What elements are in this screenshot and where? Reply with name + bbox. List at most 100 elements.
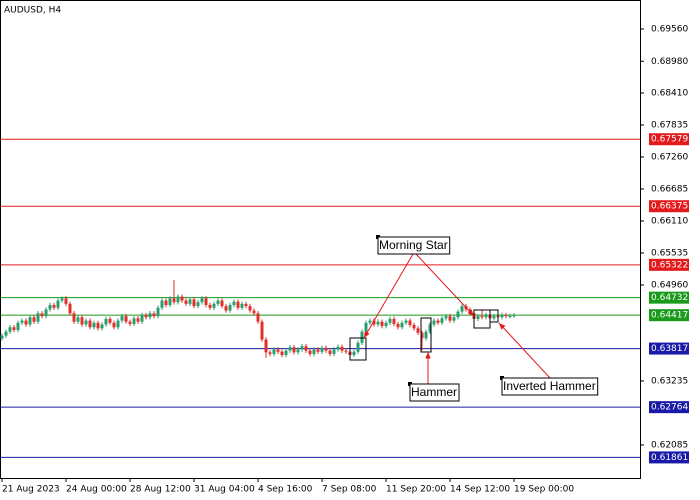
candle-body: [200, 298, 204, 303]
candle-body: [196, 302, 200, 307]
y-tick-label: 0.66110: [651, 216, 688, 226]
candle-body: [340, 346, 344, 351]
y-tick-label: 0.67260: [651, 152, 688, 162]
annotation-box: [377, 236, 451, 255]
annotation-box: [409, 383, 460, 402]
candle-body: [116, 320, 120, 328]
x-tick-label: 28 Aug 12:00: [130, 485, 191, 495]
candle-body: [328, 350, 332, 354]
chart-title: AUDUSD, H4: [4, 6, 61, 16]
candle-body: [168, 298, 172, 305]
arrow-line: [363, 253, 414, 339]
candle-body: [124, 316, 128, 322]
candle-body: [324, 347, 328, 351]
arrow-line: [498, 322, 551, 379]
candle-body: [476, 316, 480, 319]
candle-body: [120, 316, 124, 321]
candle-body: [492, 316, 496, 319]
candle-body: [504, 315, 508, 317]
arrow-head: [425, 352, 431, 359]
candle-body: [68, 303, 72, 314]
x-tick-label: 24 Aug 00:00: [66, 485, 127, 495]
x-tick-label: 14 Sep 12:00: [450, 485, 510, 495]
level-label-bg: [649, 133, 689, 146]
candle-body: [52, 304, 56, 308]
candle-body: [56, 300, 60, 308]
pattern-box: [349, 337, 367, 361]
candle-body: [36, 313, 40, 322]
plot-frame: [0, 0, 641, 479]
candle-body: [72, 313, 76, 322]
arrow-head: [364, 331, 370, 338]
level-label-bg: [649, 309, 689, 322]
annotation: Morning Star: [379, 238, 448, 252]
candle-body: [108, 318, 112, 323]
candle-body: [388, 318, 392, 323]
candle-body: [0, 335, 4, 339]
level-label-bg: [649, 401, 689, 414]
candle-body: [480, 316, 484, 318]
arrow-line: [415, 253, 475, 317]
candle-body: [456, 311, 460, 318]
candle-body: [284, 350, 288, 356]
candle-body: [60, 298, 64, 301]
candle-body: [128, 321, 132, 324]
candle-body: [236, 301, 240, 308]
candle-body: [460, 306, 464, 312]
candle-body: [252, 310, 256, 314]
candle-body: [484, 315, 488, 318]
candle-body: [364, 322, 368, 332]
level-label: 0.64732: [651, 293, 688, 303]
candle-body: [288, 347, 292, 351]
candle-body: [88, 320, 92, 328]
candle-body: [180, 296, 184, 301]
candle-body: [220, 300, 224, 307]
x-tick-label: 21 Aug 2023: [2, 485, 60, 495]
y-tick-label: 0.69560: [651, 24, 688, 34]
candle-body: [400, 322, 404, 328]
candle-body: [336, 346, 340, 350]
candle-body: [184, 300, 188, 304]
y-tick-label: 0.63235: [651, 376, 688, 386]
candle-body: [292, 347, 296, 353]
candle-body: [268, 352, 272, 354]
candle-body: [100, 324, 104, 329]
candle-body: [512, 315, 516, 317]
arrow-head: [467, 309, 474, 316]
y-tick-label: 0.62085: [651, 440, 688, 450]
candle-body: [440, 318, 444, 323]
candle-body: [416, 328, 420, 333]
candle-body: [208, 304, 212, 308]
candle-body: [332, 349, 336, 354]
candle-body: [360, 331, 364, 343]
candle-body: [408, 320, 412, 326]
pattern-box: [489, 309, 499, 323]
candle-body: [444, 316, 448, 319]
candle-body: [140, 315, 144, 322]
candle-body: [256, 313, 260, 322]
level-label: 0.61861: [651, 453, 688, 463]
y-tick-label: 0.68410: [651, 88, 688, 98]
level-label: 0.64417: [651, 311, 688, 321]
level-label: 0.66375: [651, 202, 688, 212]
candle-body: [272, 349, 276, 354]
candle-body: [392, 318, 396, 324]
candle-body: [188, 299, 192, 304]
candle-body: [356, 342, 360, 352]
candle-body: [192, 299, 196, 307]
candle-body: [280, 351, 284, 356]
level-label: 0.67579: [651, 135, 688, 145]
candle-body: [308, 350, 312, 354]
candle-body: [96, 322, 100, 329]
candle-body: [320, 347, 324, 352]
candle-body: [64, 298, 68, 304]
candle-body: [8, 327, 12, 332]
candle-body: [156, 307, 160, 317]
candle-body: [204, 298, 208, 305]
x-tick-label: 7 Sep 08:00: [322, 485, 377, 495]
candle-body: [240, 303, 244, 308]
candle-body: [304, 346, 308, 351]
x-tick-label: 19 Sep 00:00: [514, 485, 574, 495]
candle-body: [216, 300, 220, 304]
